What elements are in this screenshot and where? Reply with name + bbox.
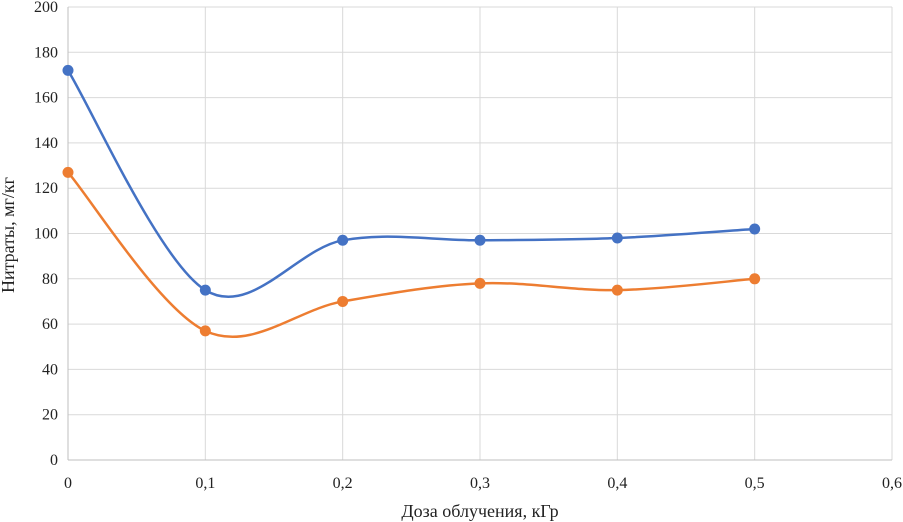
- y-tick-label: 40: [42, 361, 58, 378]
- y-tick-label: 0: [50, 452, 58, 469]
- y-tick-label: 100: [34, 226, 58, 243]
- x-tick-label: 0,1: [195, 475, 215, 492]
- series-1-point: [474, 234, 486, 246]
- x-tick-label: 0,3: [470, 475, 490, 492]
- series-2-point: [749, 273, 761, 285]
- grid: [68, 6, 893, 460]
- axes: [67, 7, 892, 461]
- x-tick-label: 0,5: [745, 475, 765, 492]
- series-1-point: [62, 64, 74, 76]
- series-1-point: [611, 232, 623, 244]
- series-2-point: [611, 284, 623, 296]
- y-tick-label: 60: [42, 316, 58, 333]
- tick-labels: 0 20 40 60 80 100 120 140 160 180 200 0 0,1 0,2 0,3 0,4…: [34, 0, 902, 492]
- y-tick-label: 80: [42, 271, 58, 288]
- series-1-point: [749, 223, 761, 235]
- x-tick-label: 0,6: [882, 475, 902, 492]
- x-axis-title: Доза облучения, кГр: [401, 501, 558, 521]
- y-tick-label: 200: [34, 0, 58, 16]
- series-1-line: [66, 69, 755, 298]
- series-2-point: [62, 166, 74, 178]
- x-tick-label: 0,2: [333, 475, 353, 492]
- series-2-line: [67, 171, 755, 338]
- series-1-point: [199, 284, 211, 296]
- x-tick-label: 0,4: [607, 475, 627, 492]
- y-tick-label: 120: [34, 180, 58, 197]
- series-1-point: [337, 234, 349, 246]
- y-tick-label: 140: [34, 135, 58, 152]
- y-tick-label: 180: [34, 44, 58, 61]
- y-tick-label: 160: [34, 90, 58, 107]
- y-tick-label: 20: [42, 407, 58, 424]
- series-2: [62, 166, 761, 338]
- series-layer: [62, 64, 761, 338]
- series-2-point: [337, 295, 349, 307]
- series-2-point: [199, 325, 211, 337]
- series-1: [62, 64, 761, 298]
- x-tick-label: 0: [64, 475, 72, 492]
- y-axis-title: Нитраты, мг/кг: [0, 177, 18, 293]
- series-2-point: [474, 277, 486, 289]
